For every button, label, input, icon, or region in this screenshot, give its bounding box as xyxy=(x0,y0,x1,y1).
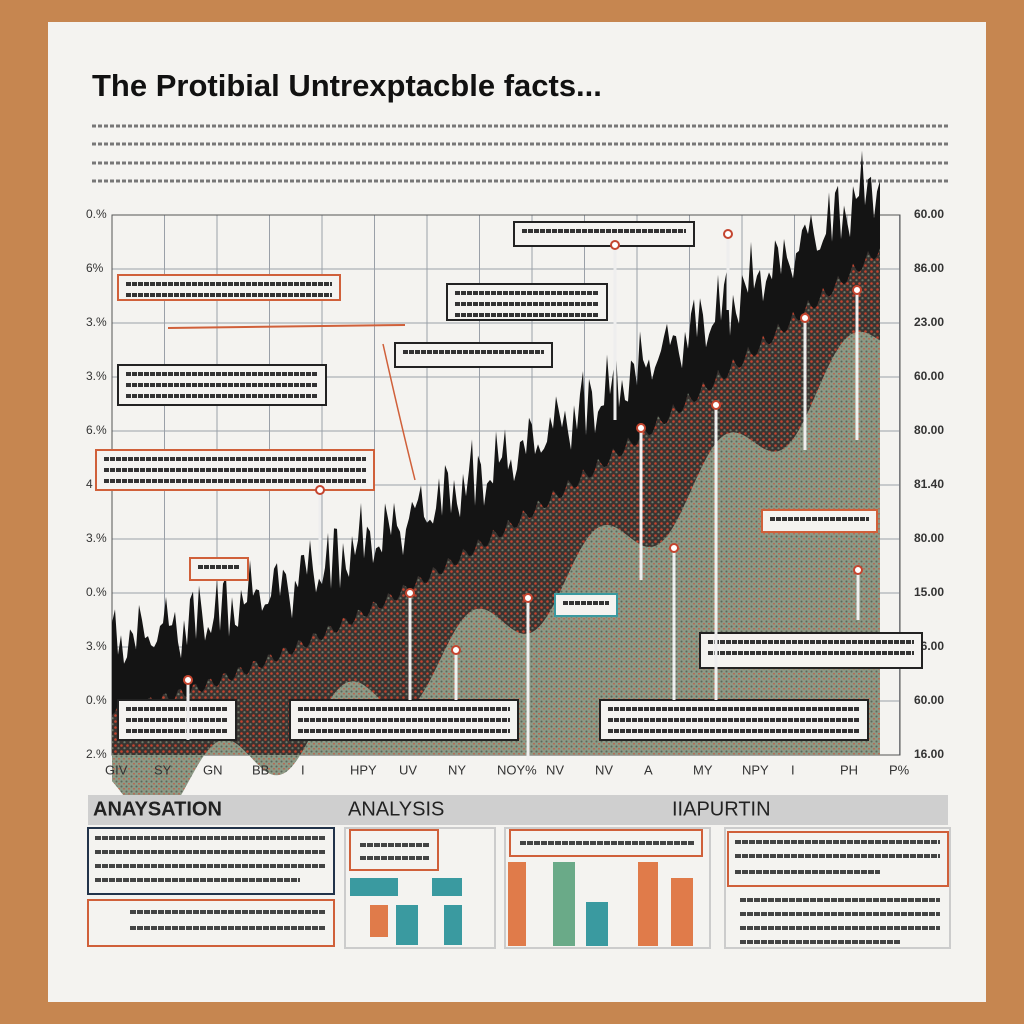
panel-box xyxy=(724,827,951,949)
x-tick-label: GN xyxy=(203,762,223,777)
x-tick-label: BB xyxy=(252,762,269,777)
x-tick-label: NOY% xyxy=(497,762,537,777)
arrow xyxy=(167,324,406,329)
pin-head xyxy=(451,645,461,655)
right-tick-label: 60.00 xyxy=(914,693,944,707)
right-tick-label: 80.00 xyxy=(914,531,944,545)
left-tick-label: 3.% xyxy=(86,531,107,545)
panel-bar xyxy=(586,902,608,946)
panel-bar xyxy=(671,878,693,946)
right-tick-label: 80.00 xyxy=(914,423,944,437)
right-tick-label: 86.00 xyxy=(914,261,944,275)
right-tick-label: 16.00 xyxy=(914,747,944,761)
panel-bar xyxy=(432,878,462,896)
pin-head xyxy=(723,229,733,239)
left-tick-label: 2.% xyxy=(86,747,107,761)
x-tick-label: NY xyxy=(448,762,466,777)
panel-bar xyxy=(396,905,418,945)
x-tick-label: HPY xyxy=(350,762,377,777)
right-tick-label: 60.00 xyxy=(914,207,944,221)
pin-head xyxy=(711,400,721,410)
pin-head xyxy=(800,313,810,323)
panel-box xyxy=(87,827,335,895)
left-tick-label: 0.% xyxy=(86,693,107,707)
left-tick-label: 3.% xyxy=(86,369,107,383)
panel-bar xyxy=(370,905,388,937)
pin-head xyxy=(636,423,646,433)
left-tick-label: 4 xyxy=(86,477,93,491)
pin-head xyxy=(405,588,415,598)
annotation-box xyxy=(513,221,695,247)
x-tick-label: I xyxy=(791,762,795,777)
pin-head xyxy=(853,565,863,575)
x-tick-label: NV xyxy=(595,762,613,777)
left-tick-label: 6% xyxy=(86,261,104,275)
annotation-box xyxy=(394,342,553,368)
left-tick-label: 3.% xyxy=(86,315,107,329)
x-tick-label: I xyxy=(301,762,305,777)
left-tick-label: 0.% xyxy=(86,585,107,599)
panel-box xyxy=(349,829,439,871)
x-tick-label: GIV xyxy=(105,762,128,777)
pin-head xyxy=(523,593,533,603)
x-tick-label: SY xyxy=(154,762,172,777)
pin-head xyxy=(852,285,862,295)
panel-bar xyxy=(508,862,526,946)
pin-head xyxy=(315,485,325,495)
right-tick-label: 15.00 xyxy=(914,585,944,599)
section-band xyxy=(88,795,948,825)
panel-box xyxy=(504,827,711,949)
panel-box xyxy=(344,827,496,949)
panel-heading: IIAPURTIN xyxy=(672,798,771,820)
x-tick-label: MY xyxy=(693,762,713,777)
panel-heading: ANALYSIS xyxy=(348,798,444,820)
panel-bar xyxy=(638,862,658,946)
panel-box xyxy=(87,899,335,947)
x-tick-label: NV xyxy=(546,762,564,777)
panel-bar xyxy=(350,878,398,896)
panel-bar xyxy=(553,862,575,946)
pin-head xyxy=(183,675,193,685)
x-tick-label: PH xyxy=(840,762,858,777)
panel-box xyxy=(509,829,703,857)
x-tick-label: P% xyxy=(889,762,910,777)
right-tick-label: 23.00 xyxy=(914,315,944,329)
left-tick-label: 3.% xyxy=(86,639,107,653)
x-tick-label: A xyxy=(644,762,653,777)
annotation-box xyxy=(699,632,923,669)
panel-box xyxy=(727,831,949,887)
x-tick-label: NPY xyxy=(742,762,769,777)
panel-heading: ANAYSATION xyxy=(93,798,222,820)
left-tick-label: 6.% xyxy=(86,423,107,437)
pin-head xyxy=(669,543,679,553)
arrow-curve xyxy=(382,343,416,481)
panel-bar xyxy=(444,905,462,945)
pin-head xyxy=(610,240,620,250)
title: The Protibial Untrexptacble facts... xyxy=(92,68,602,103)
right-tick-label: 60.00 xyxy=(914,369,944,383)
right-tick-label: 81.40 xyxy=(914,477,944,491)
x-tick-label: UV xyxy=(399,762,417,777)
left-tick-label: 0.% xyxy=(86,207,107,221)
